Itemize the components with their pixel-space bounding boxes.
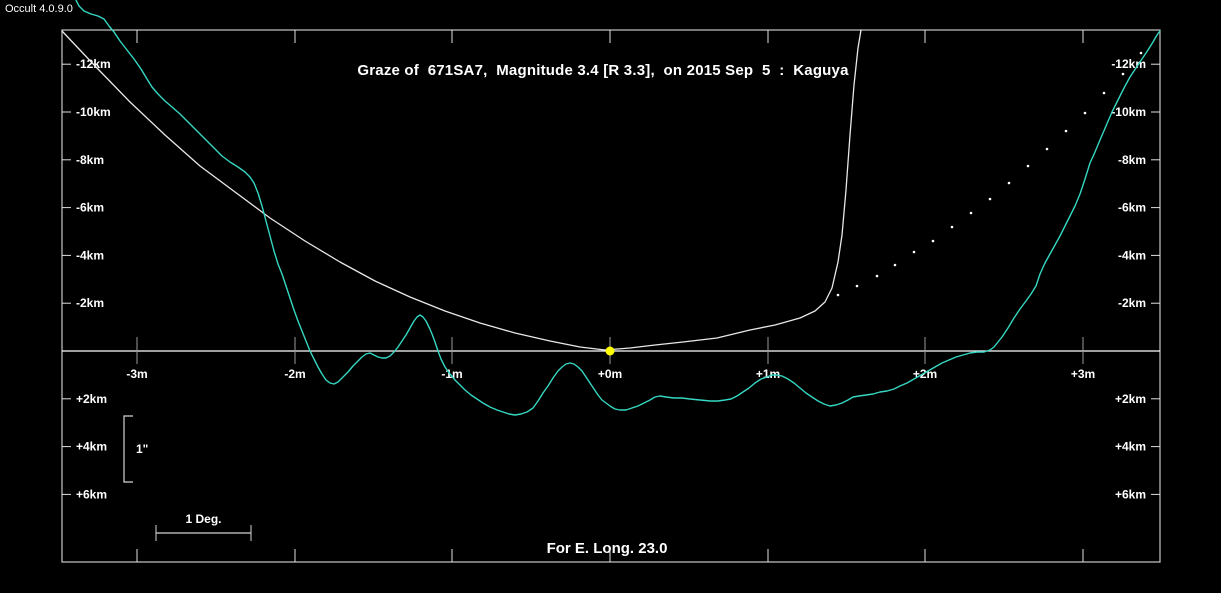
star-path-dotted-dot	[893, 263, 897, 267]
chart-title: Graze of 671SA7, Magnitude 3.4 [R 3.3], …	[357, 62, 849, 79]
x-tick-label: -2m	[284, 367, 305, 381]
arcsec-scale-bracket	[123, 415, 133, 483]
x-tick-label: +1m	[756, 367, 780, 381]
arcsec-scale-label: 1"	[136, 442, 148, 456]
y-tick-label-left: +4km	[76, 440, 107, 454]
x-tick-label: +2m	[913, 367, 937, 381]
star-path-dotted-dot	[1102, 91, 1106, 95]
star-path-dotted-dot	[1083, 111, 1087, 115]
star-path-dotted-dot	[875, 274, 879, 278]
y-tick-label-right: -12km	[1111, 57, 1146, 71]
y-tick-label-left: -2km	[76, 296, 104, 310]
degree-scale-label: 1 Deg.	[185, 512, 221, 526]
y-tick-label-left: -10km	[76, 105, 111, 119]
y-tick-label-left: -4km	[76, 248, 104, 262]
y-tick-label-right: +4km	[1115, 440, 1146, 454]
y-tick-label-right: -10km	[1111, 105, 1146, 119]
x-tick-label: -3m	[126, 367, 147, 381]
star-path-dotted-dot	[1026, 164, 1030, 168]
y-tick-label-right: -4km	[1118, 248, 1146, 262]
star-path-dotted-dot	[1007, 181, 1011, 185]
longitude-label: For E. Long. 23.0	[546, 540, 668, 557]
y-tick-label-left: -6km	[76, 201, 104, 215]
star-path-dotted-dot	[1139, 51, 1143, 55]
x-tick-label: -1m	[441, 367, 462, 381]
y-tick-label-right: +6km	[1115, 487, 1146, 501]
star-path-dotted-dot	[855, 284, 859, 288]
y-tick-label-right: -6km	[1118, 201, 1146, 215]
y-tick-label-left: +2km	[76, 392, 107, 406]
y-tick-label-right: -2km	[1118, 296, 1146, 310]
app-version-label: Occult 4.0.9.0	[5, 3, 73, 15]
star-path-dotted-dot	[931, 239, 935, 243]
star-path-dotted-dot	[969, 211, 973, 215]
central-graze-marker	[605, 346, 615, 356]
y-tick-label-right: -8km	[1118, 153, 1146, 167]
star-path-dotted-dot	[988, 197, 992, 201]
star-path-dotted-dot	[1121, 72, 1125, 76]
x-tick-label: +0m	[598, 367, 622, 381]
star-path-dotted-dot	[912, 250, 916, 254]
y-tick-label-right: +2km	[1115, 392, 1146, 406]
y-tick-label-left: -12km	[76, 57, 111, 71]
chart-frame	[61, 29, 1161, 563]
star-path-dotted-dot	[1045, 147, 1049, 151]
star-path-dotted-dot	[836, 293, 840, 297]
star-path-dotted-dot	[950, 225, 954, 229]
x-tick-label: +3m	[1071, 367, 1095, 381]
y-tick-label-left: -8km	[76, 153, 104, 167]
y-tick-label-left: +6km	[76, 487, 107, 501]
star-path-dotted-dot	[1064, 129, 1068, 133]
